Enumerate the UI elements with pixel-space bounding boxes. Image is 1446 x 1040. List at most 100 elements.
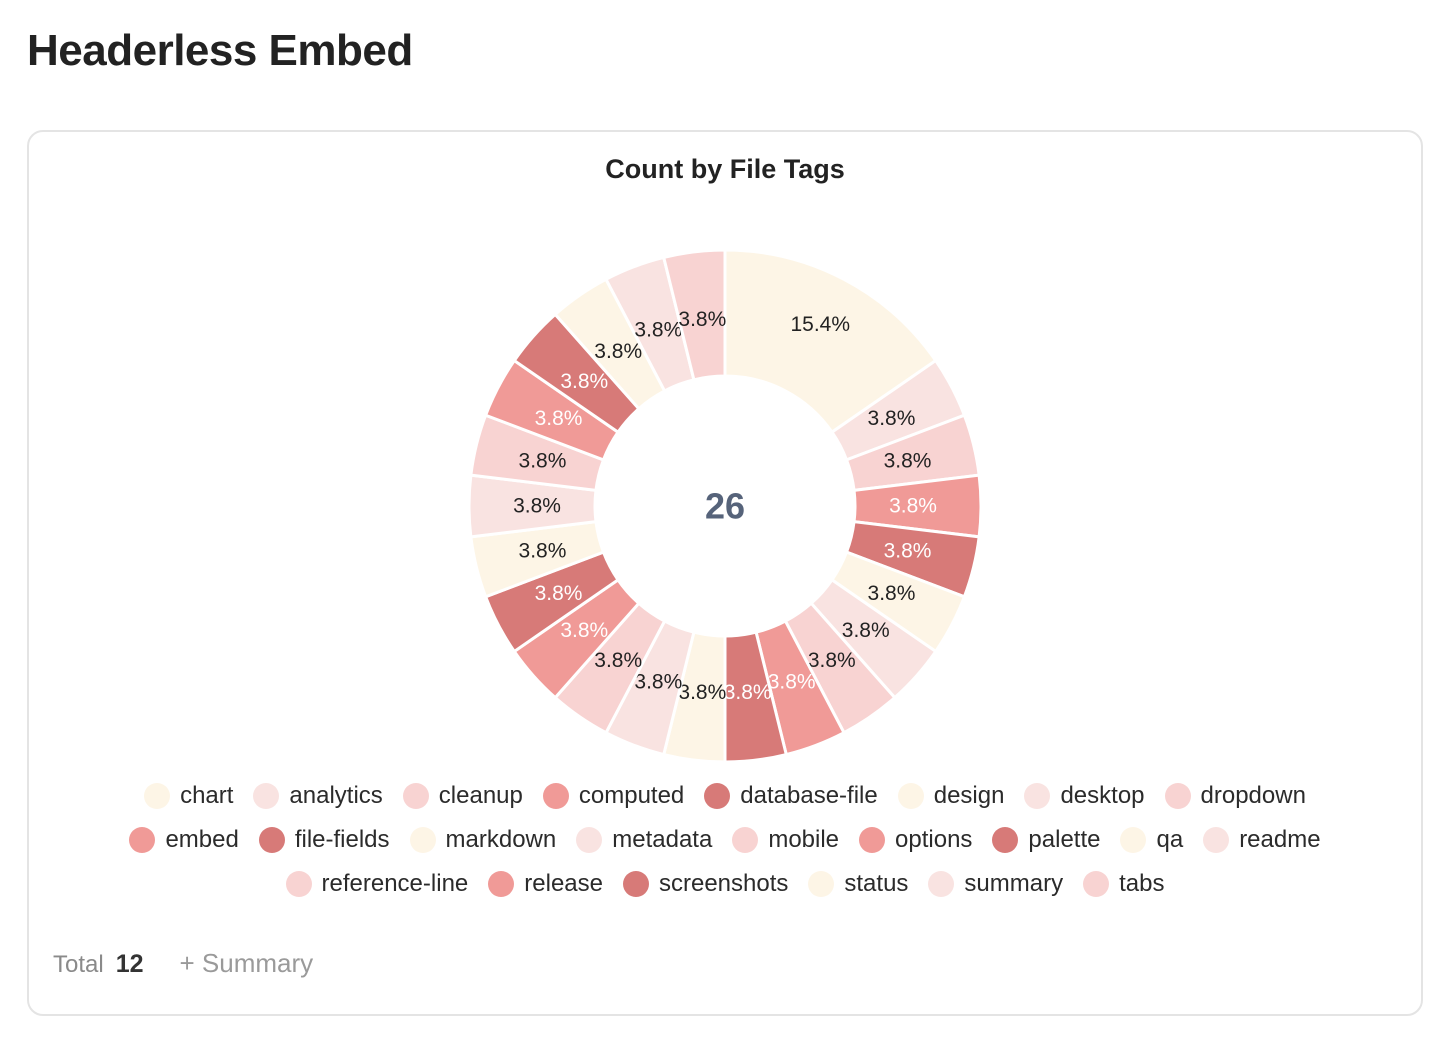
slice-label-status: 3.8%: [594, 340, 642, 363]
legend-swatch: [622, 871, 649, 897]
slice-label-reference-line: 3.8%: [519, 450, 567, 473]
total-value: 12: [115, 950, 144, 978]
legend-item-status[interactable]: status: [808, 868, 908, 900]
legend-swatch: [732, 827, 759, 853]
chart-title: Count by File Tags: [605, 154, 845, 184]
legend-label: mobile: [768, 826, 840, 853]
legend-item-markdown[interactable]: markdown: [409, 824, 557, 856]
slice-label-markdown: 3.8%: [678, 681, 726, 704]
legend-item-design[interactable]: design: [897, 780, 1005, 812]
legend-item-cleanup[interactable]: cleanup: [402, 780, 523, 812]
legend-swatch: [129, 827, 156, 853]
legend-label: chart: [180, 782, 234, 809]
legend-swatch: [808, 871, 835, 897]
legend-label: status: [844, 870, 909, 897]
legend-item-metadata[interactable]: metadata: [576, 824, 712, 856]
legend-label: embed: [165, 826, 239, 853]
add-summary-button[interactable]: + Summary: [179, 948, 314, 978]
legend-label: release: [524, 870, 603, 897]
legend-label: dropdown: [1200, 782, 1306, 809]
legend-swatch: [488, 871, 515, 897]
legend-swatch: [144, 783, 171, 809]
legend-label: desktop: [1060, 782, 1145, 809]
legend-item-qa[interactable]: qa: [1120, 824, 1183, 856]
legend-item-screenshots[interactable]: screenshots: [622, 868, 789, 900]
slice-label-options: 3.8%: [560, 619, 608, 642]
legend-label: cleanup: [438, 782, 523, 809]
slice-label-analytics: 3.8%: [868, 407, 916, 430]
slice-label-database-file: 3.8%: [884, 539, 932, 562]
legend-label: computed: [578, 782, 685, 809]
legend-swatch: [992, 827, 1019, 853]
legend-label: options: [895, 826, 973, 853]
legend-item-palette[interactable]: palette: [992, 824, 1100, 856]
slice-label-metadata: 3.8%: [634, 670, 682, 693]
legend-swatch: [576, 827, 603, 853]
chart-legend: chart analytics cleanup computed database-fi…: [119, 780, 1331, 900]
slice-label-mobile: 3.8%: [594, 649, 642, 672]
legend-swatch: [285, 871, 312, 897]
legend-label: screenshots: [658, 870, 789, 897]
donut-chart: 15.4%3.8%3.8%3.8%3.8%3.8%3.8%3.8%3.8%3.8…: [467, 248, 983, 764]
legend-label: markdown: [445, 826, 557, 853]
slice-label-cleanup: 3.8%: [884, 450, 932, 473]
legend-item-readme[interactable]: readme: [1203, 824, 1321, 856]
page-title: Headerless Embed: [27, 26, 413, 75]
slice-label-embed: 3.8%: [768, 670, 816, 693]
slice-label-desktop: 3.8%: [842, 619, 890, 642]
legend-item-database-file[interactable]: database-file: [704, 780, 878, 812]
slice-label-summary: 3.8%: [634, 319, 682, 342]
legend-item-desktop[interactable]: desktop: [1024, 780, 1145, 812]
legend-item-reference-line[interactable]: reference-line: [285, 868, 469, 900]
legend-item-file-fields[interactable]: file-fields: [258, 824, 390, 856]
slice-label-tabs: 3.8%: [678, 308, 726, 331]
legend-label: summary: [964, 870, 1064, 897]
legend-swatch: [859, 827, 886, 853]
legend-label: file-fields: [294, 826, 390, 853]
slice-label-dropdown: 3.8%: [808, 649, 856, 672]
donut-center-total: 26: [705, 486, 745, 527]
legend-item-dropdown[interactable]: dropdown: [1164, 780, 1306, 812]
legend-label: reference-line: [321, 870, 469, 897]
legend-label: design: [933, 782, 1005, 809]
legend-item-mobile[interactable]: mobile: [732, 824, 839, 856]
legend-label: palette: [1028, 826, 1101, 853]
legend-swatch: [928, 871, 955, 897]
legend-item-analytics[interactable]: analytics: [253, 780, 383, 812]
legend-item-embed[interactable]: embed: [129, 824, 239, 856]
legend-swatch: [253, 783, 280, 809]
slice-label-design: 3.8%: [868, 582, 916, 605]
legend-swatch: [1120, 827, 1147, 853]
legend-item-options[interactable]: options: [859, 824, 972, 856]
legend-swatch: [542, 783, 569, 809]
slice-chart[interactable]: [723, 248, 938, 435]
legend-label: tabs: [1119, 870, 1165, 897]
slice-tabs[interactable]: [661, 248, 727, 382]
legend-swatch: [1083, 871, 1110, 897]
legend-label: analytics: [289, 782, 383, 809]
legend-swatch: [402, 783, 429, 809]
total-label: Total: [53, 951, 104, 978]
slice-label-release: 3.8%: [535, 407, 583, 430]
chart-footer: Total 12 + Summary: [53, 948, 313, 979]
legend-item-release[interactable]: release: [488, 868, 603, 900]
slice-label-readme: 3.8%: [513, 495, 561, 518]
slice-label-file-fields: 3.8%: [724, 681, 772, 704]
legend-swatch: [1164, 783, 1191, 809]
legend-item-tabs[interactable]: tabs: [1083, 868, 1164, 900]
legend-item-chart[interactable]: chart: [144, 780, 233, 812]
legend-swatch: [1203, 827, 1230, 853]
legend-swatch: [409, 827, 436, 853]
legend-item-computed[interactable]: computed: [542, 780, 685, 812]
legend-swatch: [258, 827, 285, 853]
legend-label: readme: [1239, 826, 1321, 853]
legend-swatch: [1024, 783, 1051, 809]
chart-card: Count by File Tags 15.4% 3.8% 3.8% 3.8% 3.8%…: [27, 130, 1423, 1016]
slice-label-chart: 15.4%: [790, 313, 850, 336]
legend-swatch: [704, 783, 731, 809]
legend-item-summary[interactable]: summary: [928, 868, 1063, 900]
slice-label-palette: 3.8%: [535, 582, 583, 605]
legend-label: metadata: [612, 826, 713, 853]
slice-label-screenshots: 3.8%: [560, 370, 608, 393]
legend-label: qa: [1156, 826, 1184, 853]
